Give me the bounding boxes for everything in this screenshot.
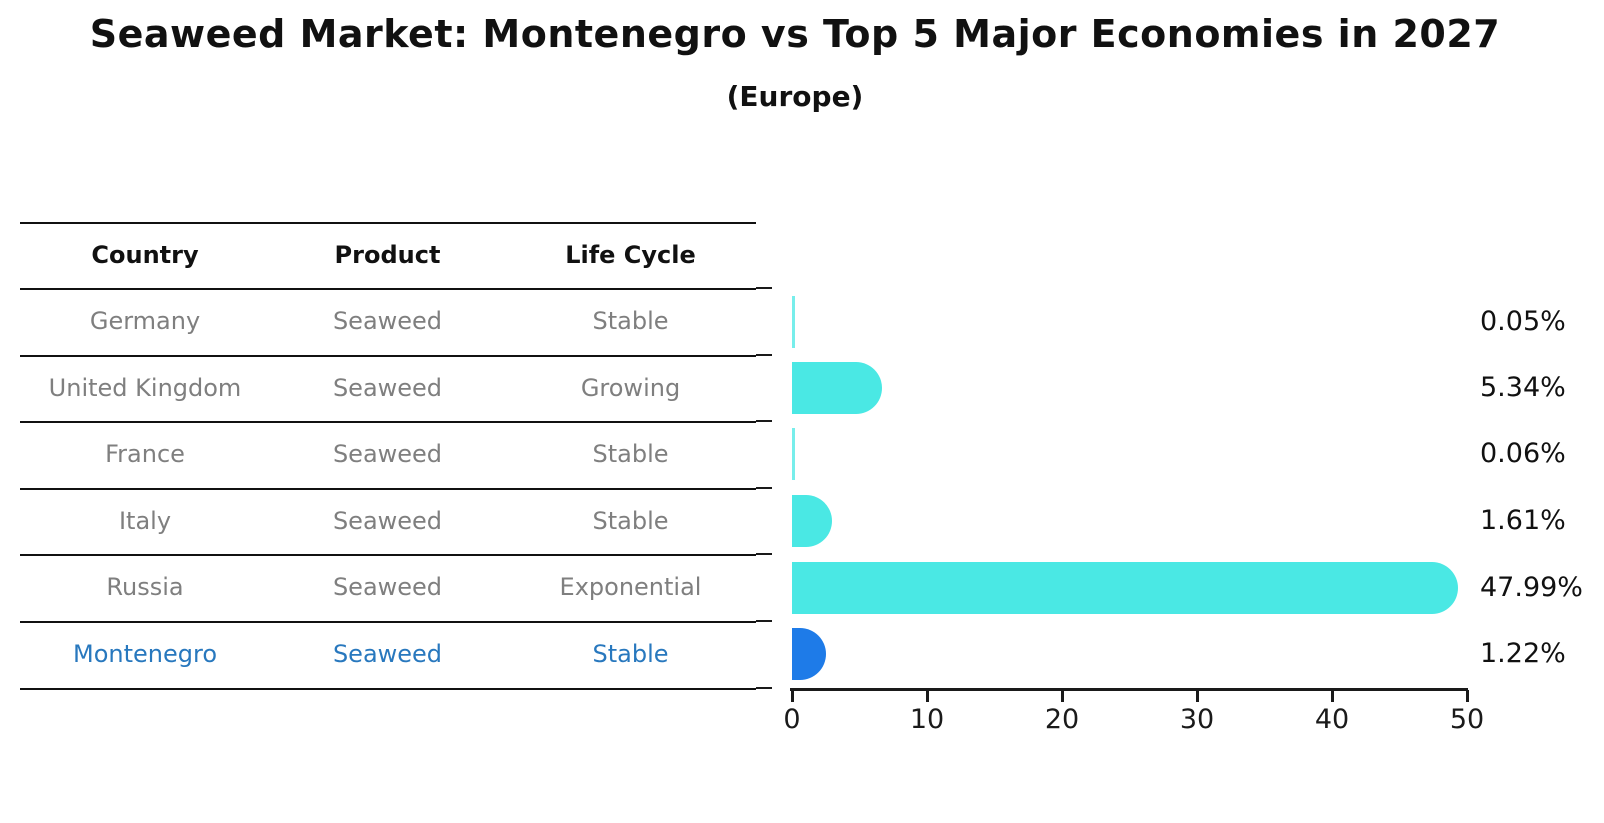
table-row-united-kingdom: United Kingdom Seaweed Growing [20,355,756,421]
cell-country: Germany [89,307,201,335]
table-rule [20,688,756,690]
value-label: 5.34% [1480,372,1566,403]
cell-product: Seaweed [332,440,443,468]
cell-life-cycle: Growing [580,374,681,402]
cell-product: Seaweed [332,307,443,335]
bar-russia [792,562,1458,614]
x-axis-tick [1196,690,1199,702]
y-axis-tick [756,553,772,555]
bar-france [792,428,795,480]
cell-country: Italy [118,507,172,535]
value-label: 0.06% [1480,438,1566,469]
x-axis-tick-label: 20 [1044,704,1080,735]
value-label: 1.22% [1480,638,1566,669]
table-rule [20,621,756,623]
cell-product: Seaweed [332,640,443,668]
x-axis-tick [1331,690,1334,702]
table-rule [20,222,756,224]
cell-country: Russia [106,573,184,601]
x-axis-tick [1466,690,1469,702]
y-axis-tick [756,420,772,422]
column-header-product: Product [334,241,441,269]
x-axis-tick-label: 40 [1314,704,1350,735]
table-row-france: France Seaweed Stable [20,421,756,488]
value-label: 47.99% [1480,572,1583,603]
x-axis-tick [1061,690,1064,702]
table-row-germany: Germany Seaweed Stable [20,288,756,355]
cell-product: Seaweed [332,573,443,601]
chart-title: Seaweed Market: Montenegro vs Top 5 Majo… [89,12,1501,56]
table-row-montenegro: Montenegro Seaweed Stable [20,621,756,688]
cell-life-cycle: Stable [592,440,669,468]
column-header-life-cycle: Life Cycle [565,241,696,269]
chart-subtitle: (Europe) [726,80,864,113]
cell-product: Seaweed [332,374,443,402]
cell-country: Montenegro [72,640,217,668]
cell-country: United Kingdom [48,374,242,402]
cell-life-cycle: Stable [592,507,669,535]
bar-united-kingdom [792,362,883,414]
cell-life-cycle: Stable [592,640,669,668]
x-axis-tick [791,690,794,702]
cell-life-cycle: Stable [592,307,669,335]
y-axis-tick [756,620,772,622]
y-axis-tick [756,487,772,489]
table-rule [20,554,756,556]
bar-germany [792,296,795,348]
bar-italy [792,495,832,547]
table-rule [20,288,756,290]
table-header-row: Country Product Life Cycle [20,222,756,288]
value-label: 1.61% [1480,505,1566,536]
table-row-italy: Italy Seaweed Stable [20,488,756,554]
y-axis-tick [756,354,772,356]
y-axis-tick [756,287,772,289]
table-rule [20,421,756,423]
value-label: 0.05% [1480,306,1566,337]
table-rule [20,355,756,357]
table-rule [20,488,756,490]
bar-montenegro [792,628,827,680]
x-axis-line [790,688,1468,691]
cell-country: France [105,440,185,468]
y-axis-tick [756,687,772,689]
cell-life-cycle: Exponential [559,573,702,601]
column-header-country: Country [91,241,199,269]
x-axis-tick-label: 10 [909,704,945,735]
x-axis-tick-label: 30 [1179,704,1215,735]
x-axis-tick-label: 0 [783,704,801,735]
x-axis-tick-label: 50 [1449,704,1485,735]
x-axis-tick [926,690,929,702]
table-row-russia: Russia Seaweed Exponential [20,554,756,621]
cell-product: Seaweed [332,507,443,535]
